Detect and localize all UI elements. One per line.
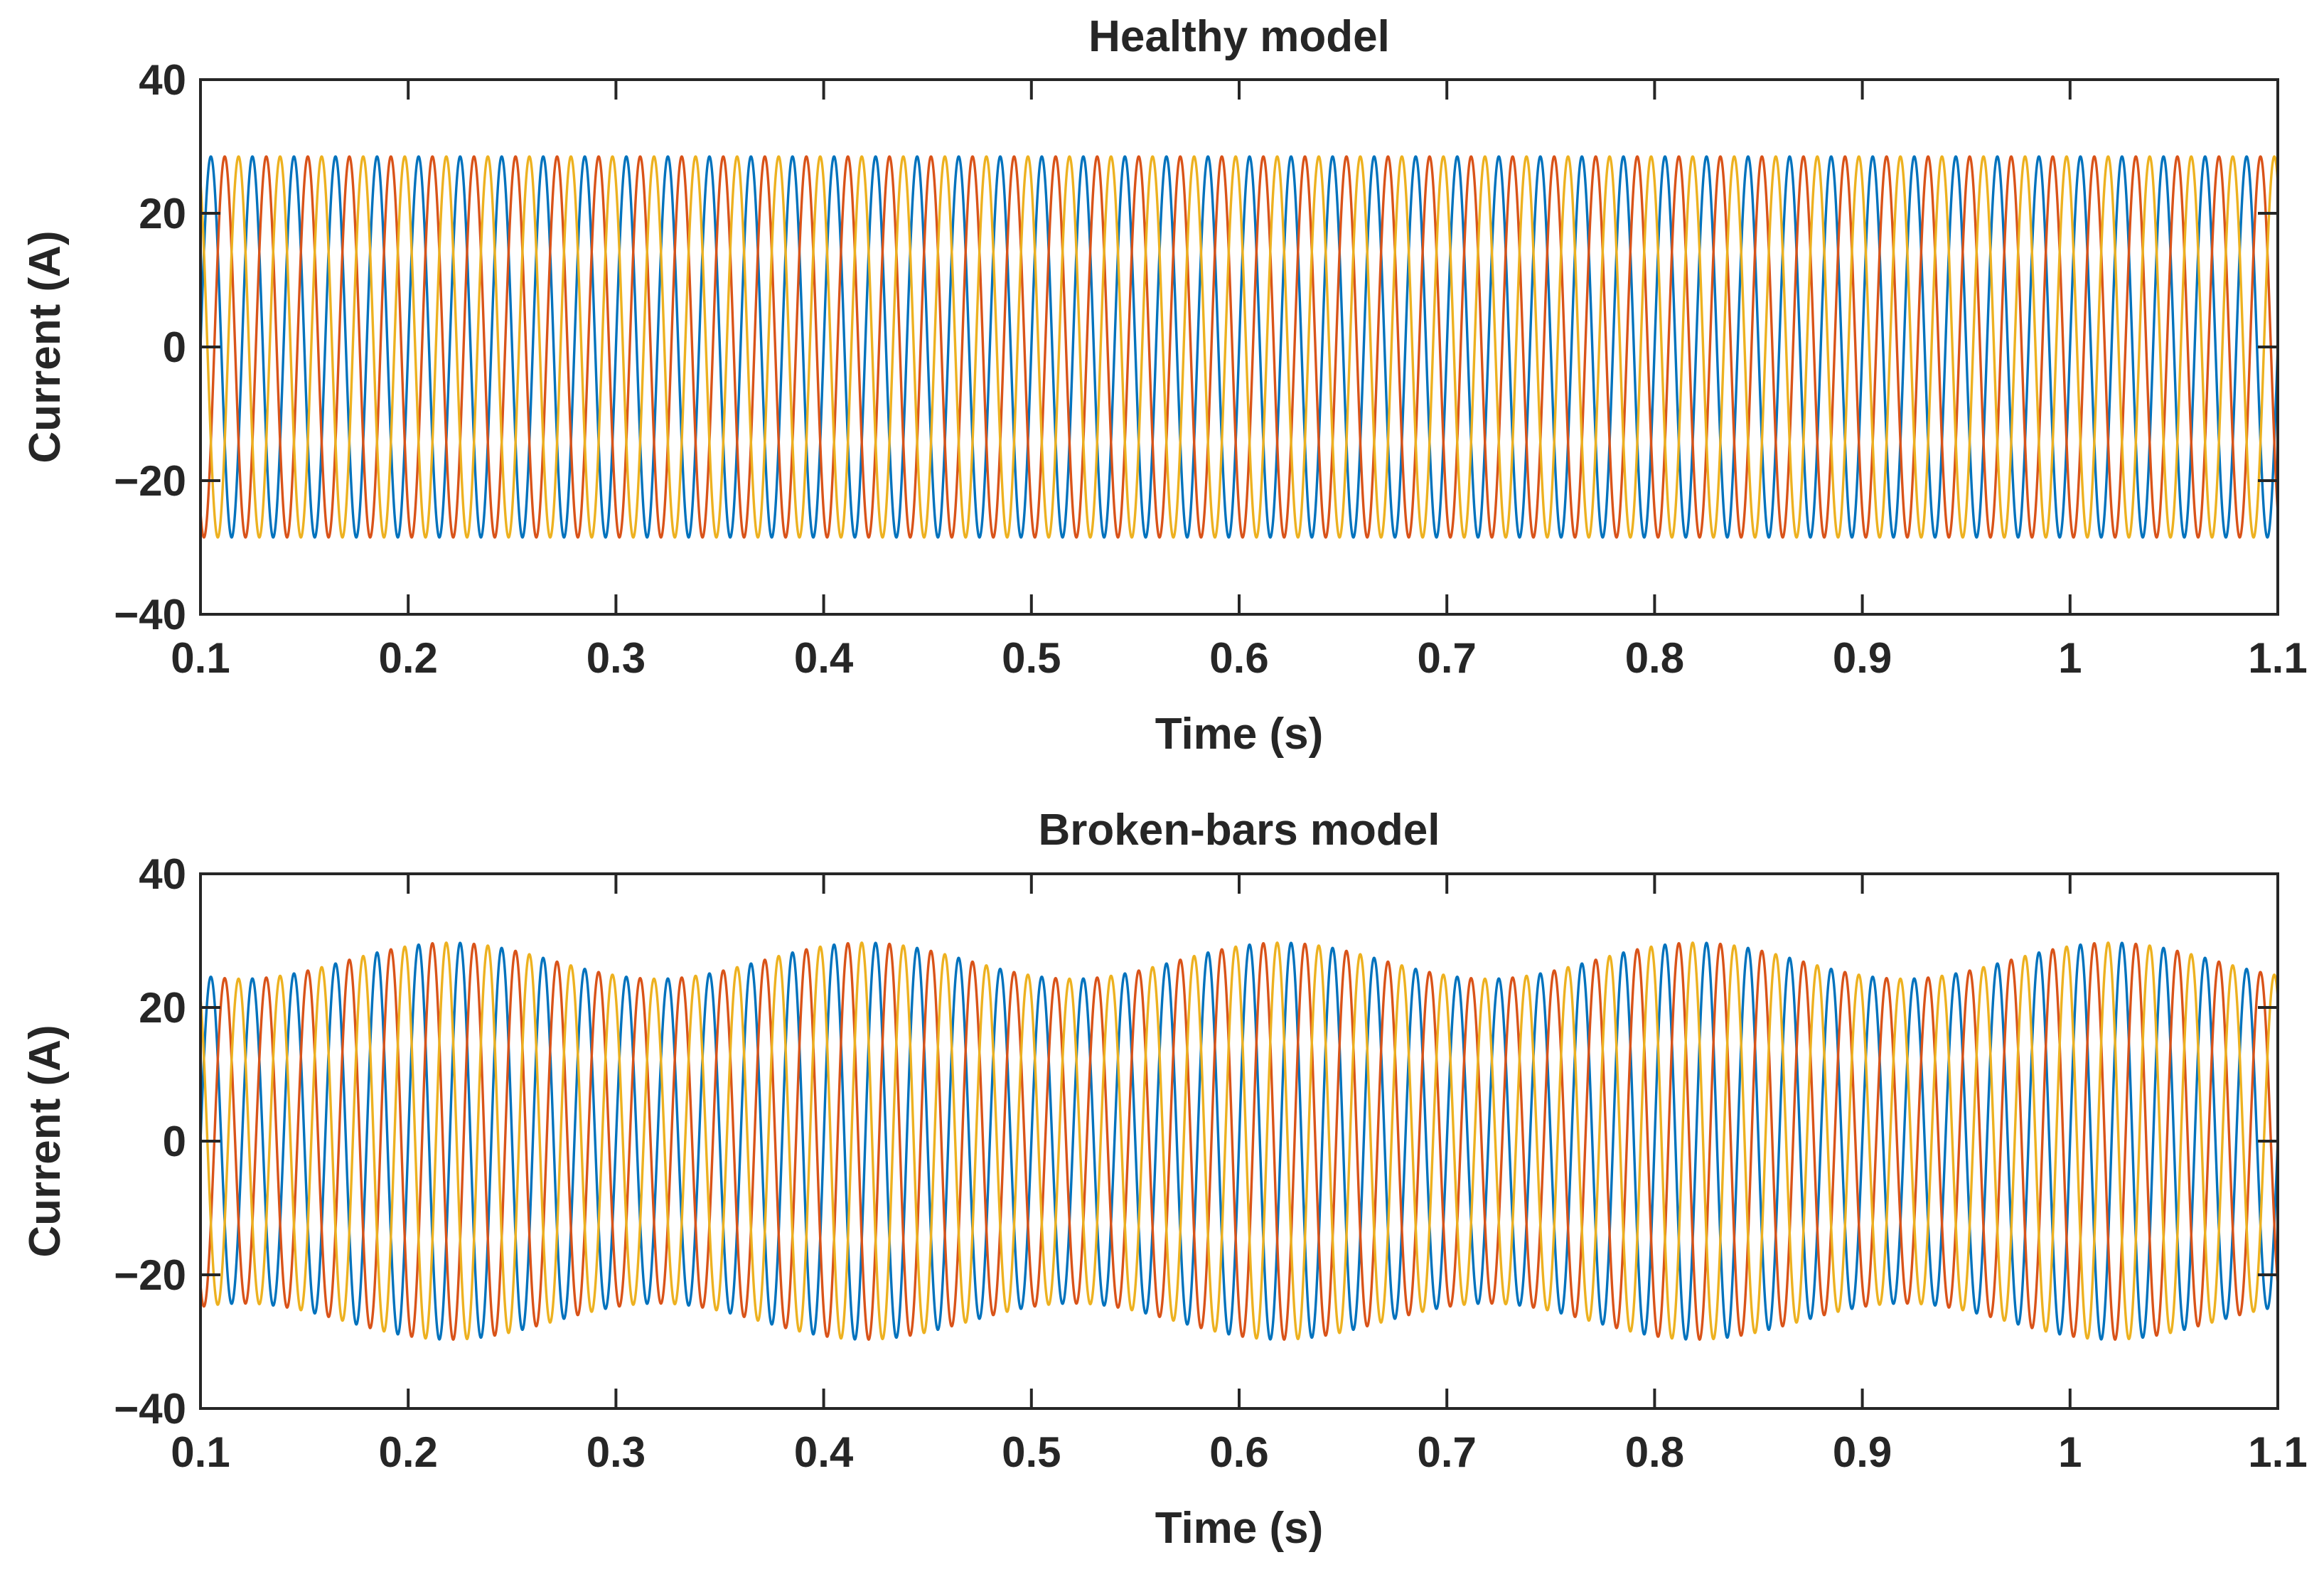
x-tick-label: 0.9 [1833, 1428, 1892, 1476]
series-line-1 [199, 155, 2279, 539]
x-tick-label: 0.1 [171, 1428, 230, 1476]
x-tick-label: 1.1 [2248, 634, 2307, 682]
x-tick-label: 0.4 [794, 634, 854, 682]
x-tick-label: 0.4 [794, 1428, 854, 1476]
x-tick-label: 0.6 [1209, 634, 1268, 682]
y-tick-label: −20 [114, 457, 186, 505]
tick-marks [199, 78, 2279, 616]
x-tick-label: 0.9 [1833, 634, 1892, 682]
x-tick-label: 0.7 [1417, 1428, 1476, 1476]
tick-marks [199, 872, 2279, 1410]
series-line-1 [199, 941, 2279, 1341]
x-tick-label: 0.8 [1625, 634, 1684, 682]
y-tick-label: −20 [114, 1251, 186, 1299]
y-axis-label: Current (A) [21, 1025, 70, 1257]
y-tick-label: 40 [139, 56, 186, 104]
x-tick-label: 0.2 [378, 1428, 437, 1476]
y-tick-label: 0 [163, 1118, 186, 1165]
x-tick-label: 0.7 [1417, 634, 1476, 682]
x-tick-label: 0.8 [1625, 1428, 1684, 1476]
y-axis-label: Current (A) [21, 230, 70, 463]
x-tick-label: 1.1 [2248, 1428, 2307, 1476]
series-line-3 [199, 941, 2279, 1341]
series-line-3 [199, 155, 2279, 539]
y-tick-labels: −40 −20 0 20 40 [114, 850, 186, 1433]
x-tick-label: 0.5 [1002, 634, 1061, 682]
chart-title: Broken-bars model [1038, 806, 1440, 855]
x-tick-label: 0.1 [171, 634, 230, 682]
y-tick-label: −40 [114, 591, 186, 638]
y-tick-label: 40 [139, 850, 186, 898]
series-line-2 [199, 941, 2279, 1341]
plot-lines [199, 155, 2279, 539]
x-tick-label: 0.3 [587, 1428, 646, 1476]
x-axis-label: Time (s) [1155, 710, 1324, 759]
x-tick-label: 0.5 [1002, 1428, 1061, 1476]
x-tick-labels: 0.1 0.2 0.3 0.4 0.5 0.6 0.7 0.8 0.9 1 1.1 [171, 1428, 2307, 1476]
x-tick-label: 0.6 [1209, 1428, 1268, 1476]
x-tick-label: 0.3 [587, 634, 646, 682]
y-tick-labels: −40 −20 0 20 40 [114, 56, 186, 638]
plot-lines [199, 941, 2279, 1341]
x-tick-label: 1 [2058, 634, 2082, 682]
y-tick-label: −40 [114, 1385, 186, 1433]
chart-panel-broken-bars: 0.1 0.2 0.3 0.4 0.5 0.6 0.7 0.8 0.9 1 1.1 −40 −20 0 2… [21, 806, 2308, 1553]
x-axis-label: Time (s) [1155, 1504, 1324, 1553]
y-tick-label: 20 [139, 984, 186, 1032]
y-tick-label: 20 [139, 190, 186, 237]
chart-panel-healthy: 0.1 0.2 0.3 0.4 0.5 0.6 0.7 0.8 0.9 1 1.1 −40 −20 0 2… [21, 12, 2308, 759]
x-tick-labels: 0.1 0.2 0.3 0.4 0.5 0.6 0.7 0.8 0.9 1 1.1 [171, 634, 2307, 682]
x-tick-label: 0.2 [378, 634, 437, 682]
chart-title: Healthy model [1088, 12, 1390, 61]
series-line-2 [199, 155, 2279, 539]
y-tick-label: 0 [163, 324, 186, 371]
x-tick-label: 1 [2058, 1428, 2082, 1476]
